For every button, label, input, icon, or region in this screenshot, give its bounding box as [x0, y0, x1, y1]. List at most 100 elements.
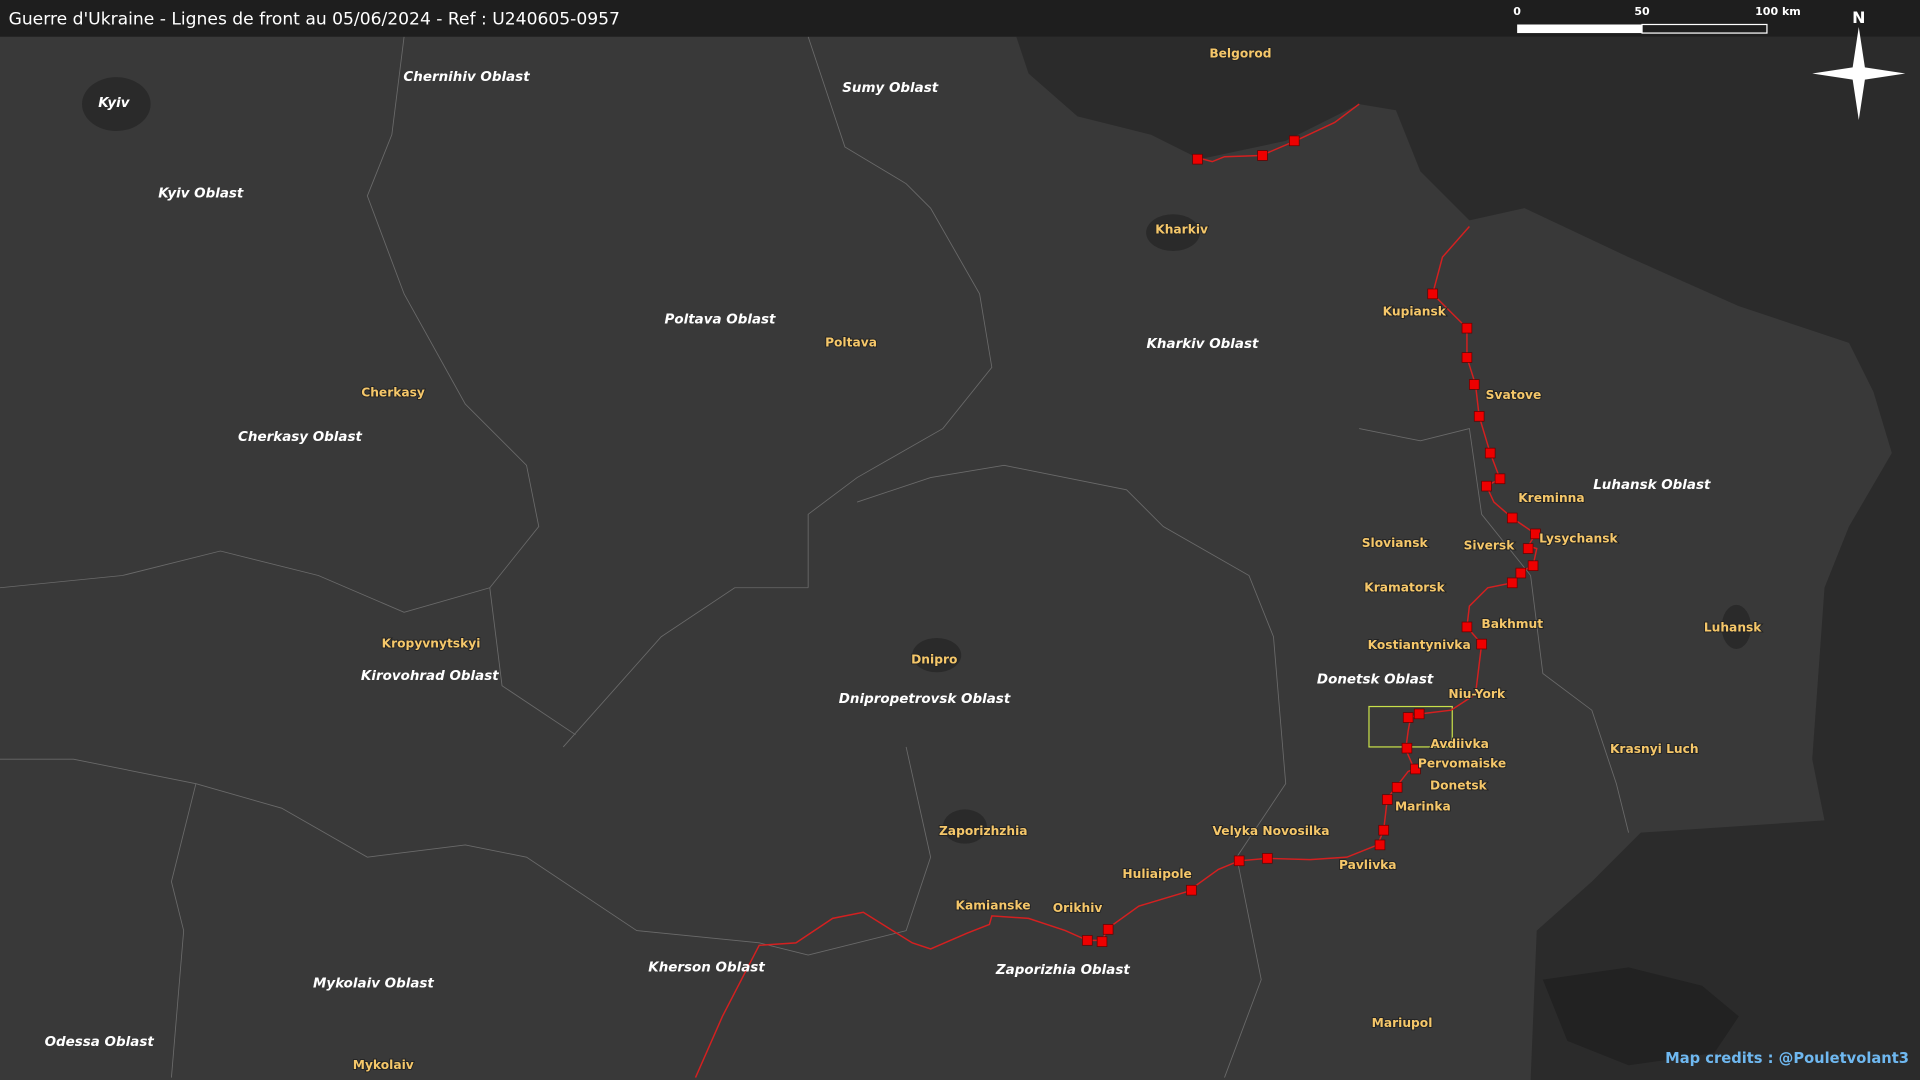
city-area	[1146, 214, 1200, 252]
scale-label: 0	[1513, 5, 1521, 18]
front-marker	[1233, 855, 1245, 867]
front-marker	[1374, 839, 1386, 851]
border	[366, 36, 576, 736]
russia	[1016, 36, 1920, 1080]
region-label: Dnipropetrovsk Oblast	[839, 692, 1011, 707]
region-label: Mykolaiv Oblast	[313, 976, 434, 991]
front-marker	[1494, 473, 1506, 485]
region-label: Chernihiv Oblast	[403, 70, 530, 85]
scale-label: 50	[1634, 5, 1650, 18]
front-marker	[1391, 782, 1403, 793]
city-label: Niu-York	[1448, 687, 1506, 701]
azov-sea	[1542, 967, 1739, 1066]
compass-label: N	[1852, 8, 1865, 27]
city-label: Donetsk	[1430, 779, 1488, 793]
region-label: Donetsk Oblast	[1317, 673, 1434, 688]
credits: Map credits : @Pouletvolant3	[1665, 1050, 1909, 1067]
region-label: Kharkiv Oblast	[1146, 337, 1258, 352]
city-label: Luhansk	[1704, 621, 1762, 635]
front-marker	[1506, 577, 1518, 589]
region-label: Kirovohrad Oblast	[361, 669, 499, 684]
city-label: Belgorod	[1209, 46, 1271, 60]
front-line	[694, 103, 1541, 1078]
city-label: Zaporizhzhia	[939, 824, 1028, 838]
city-label: Mariupol	[1372, 1016, 1433, 1030]
city-label: Marinka	[1395, 799, 1451, 813]
front-marker	[1481, 480, 1492, 492]
city-label: Siversk	[1464, 539, 1516, 553]
scale-segment	[1641, 23, 1768, 34]
city-label: Avdiivka	[1430, 737, 1489, 751]
region-label: Kyiv Oblast	[158, 186, 244, 201]
city-label: Pervomaiske	[1418, 757, 1506, 771]
city-label: Kropyvnytskyi	[382, 637, 481, 651]
front-marker	[1522, 543, 1534, 554]
region-label: Sumy Oblast	[842, 81, 939, 96]
city-label: Sloviansk	[1362, 536, 1429, 550]
city-label: Kupiansk	[1383, 305, 1447, 319]
capital-label: Kyiv	[98, 96, 130, 111]
border	[807, 36, 993, 588]
border	[1359, 428, 1629, 833]
front-marker	[1257, 150, 1268, 161]
city-label: Orikhiv	[1053, 901, 1103, 915]
front-marker	[1484, 447, 1496, 459]
title: Guerre d'Ukraine - Lignes de front au 05…	[9, 10, 620, 30]
region-label: Zaporizhia Oblast	[995, 963, 1130, 978]
front-marker	[1506, 512, 1518, 524]
compass: N	[1812, 8, 1906, 121]
front-marker	[1427, 288, 1438, 300]
front-marker	[1382, 794, 1393, 805]
city-label: Huliaipole	[1122, 867, 1191, 881]
compass-star	[1812, 26, 1906, 121]
front-marker	[1461, 352, 1473, 363]
city-area	[1721, 604, 1752, 649]
region-label: Odessa Oblast	[45, 1035, 155, 1050]
border	[0, 550, 490, 613]
front-marker	[1461, 322, 1473, 334]
city-label: Velyka Novosilka	[1213, 824, 1330, 838]
front-marker	[1476, 638, 1487, 650]
front-marker	[1469, 379, 1480, 390]
scale-segment	[1517, 24, 1643, 34]
front-marker	[1378, 824, 1389, 836]
city-label: Kreminna	[1518, 491, 1584, 505]
front-marker	[1461, 621, 1473, 633]
borders	[0, 36, 1629, 1078]
front-marker	[1096, 936, 1108, 947]
city-label: Kamianske	[956, 899, 1031, 913]
city-label: Krasnyi Luch	[1610, 742, 1699, 756]
region-label: Poltava Oblast	[665, 313, 777, 328]
city-area	[82, 77, 151, 132]
city-label: Svatove	[1486, 388, 1542, 402]
region-label: Kherson Oblast	[648, 960, 765, 975]
front-marker	[1473, 411, 1485, 422]
border	[857, 464, 1287, 1078]
front-marker	[1515, 567, 1527, 579]
front-marker	[1527, 560, 1539, 571]
city-label: Cherkasy	[361, 386, 425, 400]
city-label: Mykolaiv	[353, 1058, 414, 1072]
city-label: Bakhmut	[1481, 617, 1543, 631]
region-label: Cherkasy Oblast	[238, 430, 362, 445]
labels: Chernihiv Oblast Sumy Oblast Kyiv Oblast Po…	[45, 45, 1764, 1072]
city-label: Kostiantynivka	[1368, 638, 1471, 652]
city-label: Lysychansk	[1539, 531, 1618, 545]
front-marker	[1402, 712, 1414, 723]
cities-shapes	[82, 77, 1752, 844]
scale-label: 100 km	[1755, 5, 1801, 18]
front-marker	[1413, 708, 1425, 720]
front-marker	[1186, 884, 1197, 896]
front-marker	[1192, 153, 1203, 165]
city-area	[942, 809, 987, 844]
city-label: Kharkiv	[1155, 223, 1208, 237]
city-label: Kramatorsk	[1364, 580, 1445, 594]
front-marker	[1530, 528, 1541, 540]
city-label: Pavlivka	[1339, 858, 1397, 872]
border	[170, 783, 197, 1078]
scale-bar: 0 50 100 km	[1513, 5, 1801, 34]
front-marker	[1082, 935, 1093, 946]
region-label: Luhansk Oblast	[1593, 478, 1711, 493]
